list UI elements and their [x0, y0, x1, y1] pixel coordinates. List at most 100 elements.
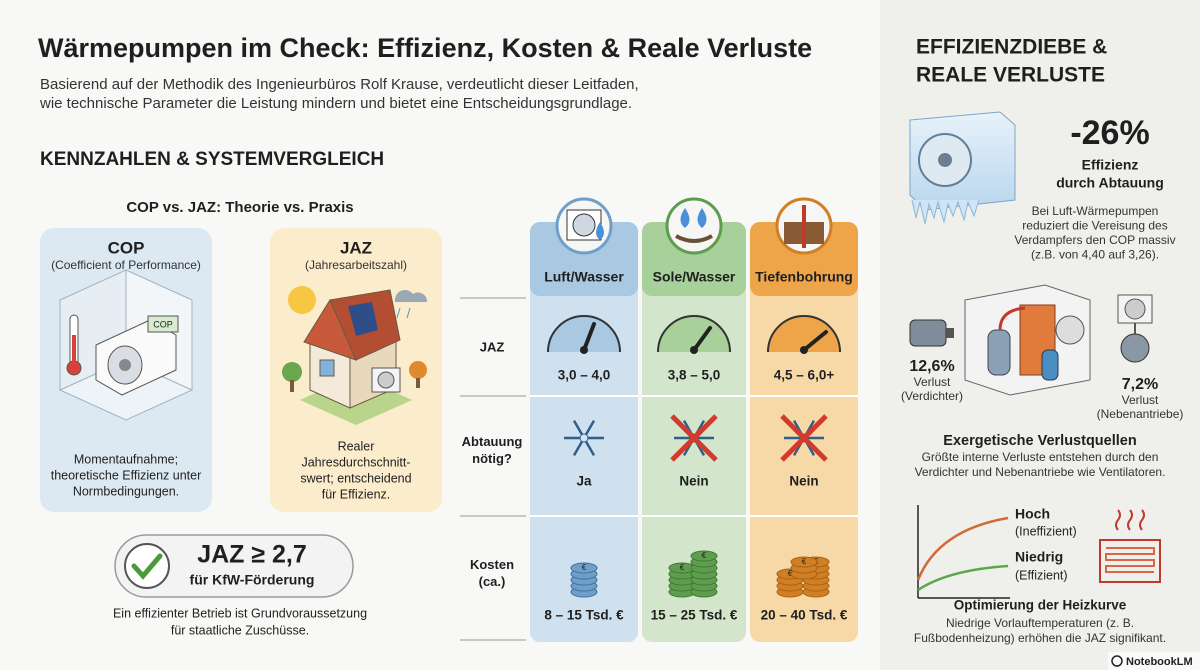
defrost-description-line: (z.B. von 4,40 auf 3,26).: [1031, 248, 1159, 262]
sidebar-heading-line: REALE VERLUSTE: [916, 64, 1105, 87]
column-header: [750, 222, 858, 296]
loss-value: 7,2%: [1122, 376, 1158, 393]
heating-curve-graph: [916, 505, 1161, 599]
exergy-description-line: Verdichter und Nebenantriebe wie Ventila…: [915, 465, 1166, 479]
cell-value: 15 – 25 Tsd. €: [651, 608, 738, 623]
defrost-label: Effizienz durch Abtauung: [1056, 157, 1164, 191]
curve-high: Hoch: [1015, 506, 1050, 522]
defrost-description-line: reduziert die Vereisung des: [1022, 219, 1167, 233]
curve-description-line: Fußbodenheizung) erhöhen die JAZ signifi…: [914, 631, 1166, 645]
loss-label: Verlust(Nebenantriebe): [1097, 393, 1184, 421]
drop-icon: [680, 208, 707, 228]
column-label: Sole/Wasser: [653, 269, 736, 285]
cell-value: 4,5 – 6,0+: [774, 368, 835, 383]
badge-subtitle: für KfW-Förderung: [190, 572, 315, 588]
sidebar-heading: EFFIZIENZDIEBE & REALE VERLUSTE: [916, 36, 1107, 87]
cell-value: Nein: [679, 474, 708, 489]
cross: [670, 414, 718, 462]
defrost-description-line: Bei Luft-Wärmepumpen: [1032, 204, 1159, 218]
curve-low-note: (Effizient): [1015, 568, 1068, 582]
euro-sign: €: [582, 563, 587, 572]
curve-description-line: Niedrige Vorlauftemperaturen (z. B.: [946, 616, 1134, 630]
column-icon: [665, 197, 723, 255]
exergy-title: Exergetische Verlustquellen: [943, 433, 1136, 449]
check-mark: [131, 553, 163, 580]
row-label: Kosten: [470, 557, 514, 572]
cell-value: 3,8 – 5,0: [668, 368, 721, 383]
gauge-hub: [580, 346, 588, 354]
defrost-value: -26%: [1070, 114, 1149, 152]
comparison-title: COP vs. JAZ: Theorie vs. Praxis: [126, 199, 353, 216]
gauge: [767, 315, 841, 353]
euro-sign: €: [680, 563, 685, 572]
cell-value: Nein: [789, 474, 818, 489]
card-description-line: Momentaufnahme;: [74, 452, 178, 466]
gauge-hub: [690, 346, 698, 354]
defrost-label-line: durch Abtauung: [1056, 175, 1164, 191]
euro-sign: €: [788, 569, 793, 578]
loss-label-line: Verlust: [914, 375, 951, 389]
curve-low: Niedrig: [1015, 549, 1063, 565]
cop-illustration: COP: [58, 269, 194, 421]
coin: [790, 556, 818, 568]
column-label: Tiefenbohrung: [755, 269, 853, 285]
badge-note-line: Ein effizienter Betrieb ist Grundvorauss…: [113, 606, 367, 620]
card-description-line: Normbedingungen.: [73, 484, 179, 498]
row-label: (ca.): [479, 574, 506, 589]
card-title: COP: [108, 238, 145, 257]
brand-icon: [1111, 655, 1123, 667]
frozen-unit: [909, 111, 1016, 225]
column-header: [530, 222, 638, 296]
subtitle: Basierend auf der Methodik des Ingenieur…: [39, 76, 639, 112]
loss-label-line: (Nebenantriebe): [1097, 407, 1184, 421]
cell-value: 3,0 – 4,0: [558, 368, 611, 383]
gauge-needle: [692, 326, 712, 352]
gauge: [547, 315, 621, 353]
curve-high-note: (Ineffizient): [1015, 524, 1077, 538]
gauge-hub: [800, 346, 808, 354]
compressor-illustration: [909, 284, 1153, 396]
row-label: nötig?: [472, 451, 512, 466]
exergy-description-line: Größte interne Verluste entstehen durch …: [922, 450, 1159, 464]
card-title: JAZ: [340, 238, 372, 257]
section-heading: KENNZAHLEN & SYSTEMVERGLEICH: [40, 149, 384, 170]
snowflake: [579, 433, 589, 443]
badge-note: Ein effizienter Betrieb ist Grundvorauss…: [113, 606, 367, 637]
coin: [570, 562, 598, 574]
brand: NotebookLM: [1126, 656, 1193, 668]
gauge-needle: [802, 330, 828, 352]
card-description: Momentaufnahme; theoretische Effizienz un…: [51, 452, 202, 498]
defrost-label-line: Effizienz: [1082, 157, 1139, 173]
card-subtitle: (Jahresarbeitszahl): [305, 258, 407, 272]
cell-value: Ja: [576, 474, 592, 489]
pipe-icon: [675, 234, 713, 243]
badge-title: JAZ ≥ 2,7: [197, 541, 307, 569]
subtitle-line: Basierend auf der Methodik des Ingenieur…: [40, 76, 639, 93]
column-header: [642, 222, 746, 296]
card-description-line: Jahresdurchschnitt-: [301, 455, 410, 469]
fan-icon: [572, 213, 596, 237]
row-label: JAZ: [480, 339, 505, 354]
device-label: COP: [153, 319, 173, 329]
card-description-line: swert; entscheidend: [300, 471, 411, 485]
euro-sign: €: [802, 557, 807, 566]
cell-value: 20 – 40 Tsd. €: [761, 608, 848, 623]
loss-label: Verlust(Verdichter): [901, 375, 963, 403]
loss-value: 12,6%: [909, 358, 954, 375]
loss-label-line: (Verdichter): [901, 389, 963, 403]
jaz-illustration: [282, 286, 428, 425]
subtitle-line: wie technische Parameter die Leistung mi…: [39, 95, 632, 112]
kfw-badge: [114, 534, 354, 598]
gauge: [657, 315, 731, 353]
column-label: Luft/Wasser: [544, 269, 624, 285]
cell-value: 8 – 15 Tsd. €: [544, 608, 624, 623]
coin: [690, 550, 718, 562]
card-description-line: Realer: [338, 439, 375, 453]
brand-badge: [1108, 652, 1200, 670]
gauge-needle: [582, 322, 596, 352]
cross: [780, 414, 828, 462]
drop-icon: [596, 222, 604, 240]
